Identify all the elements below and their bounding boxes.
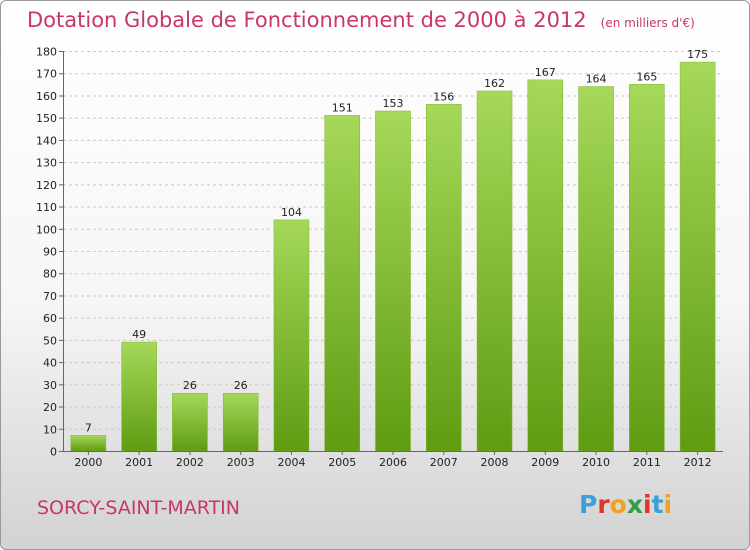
chart-title: Dotation Globale de Fonctionnement de 20… bbox=[27, 8, 695, 32]
axes: 0 10 20 30 40 50 60 70 80 90 100 110 120 130 140 150 160… bbox=[36, 46, 723, 469]
y-tick-label: 50 bbox=[43, 334, 57, 347]
bar-2010 bbox=[578, 86, 614, 452]
y-tick-label: 0 bbox=[50, 446, 57, 459]
value-label-2001: 49 bbox=[132, 328, 146, 341]
bar-2009 bbox=[527, 79, 564, 452]
bars: 7 49 26 26 104 151 153 156 162 167 164 165 175 bbox=[70, 48, 716, 452]
x-tick-label-2007: 2007 bbox=[430, 456, 458, 469]
value-label-2005: 151 bbox=[332, 101, 353, 114]
value-label-2008: 162 bbox=[484, 77, 505, 90]
y-tick-label: 20 bbox=[43, 401, 57, 414]
y-tick-label: 70 bbox=[43, 290, 57, 303]
logo-letter: t bbox=[651, 490, 664, 519]
x-tick-label-2006: 2006 bbox=[379, 456, 407, 469]
bar-2004 bbox=[273, 219, 310, 452]
y-tick-label: 90 bbox=[43, 246, 57, 259]
y-tick-label: 30 bbox=[43, 379, 57, 392]
value-label-2012: 175 bbox=[687, 48, 708, 61]
bar-2001 bbox=[121, 341, 157, 452]
bar-2011 bbox=[629, 84, 665, 452]
value-label-2010: 164 bbox=[586, 73, 607, 86]
bar-2003 bbox=[222, 392, 259, 452]
value-label-2004: 104 bbox=[281, 206, 302, 219]
value-label-2002: 26 bbox=[183, 379, 197, 392]
y-tick-label: 10 bbox=[43, 423, 57, 436]
x-tick-label-2008: 2008 bbox=[481, 456, 509, 469]
y-tick-label: 160 bbox=[36, 90, 57, 103]
x-tick-label-2001: 2001 bbox=[125, 456, 153, 469]
bar-2002 bbox=[172, 392, 208, 452]
x-tick-label-2012: 2012 bbox=[684, 456, 712, 469]
y-tick-label: 130 bbox=[36, 157, 57, 170]
y-tick-label: 80 bbox=[43, 268, 57, 281]
logo-letter: i bbox=[643, 490, 652, 519]
chart-title-text: Dotation Globale de Fonctionnement de 20… bbox=[27, 8, 587, 32]
logo-letter: i bbox=[663, 490, 673, 519]
y-tick-label: 60 bbox=[43, 312, 57, 325]
bar-2005 bbox=[324, 115, 360, 452]
y-tick-label: 140 bbox=[36, 134, 57, 147]
y-tick-label: 170 bbox=[36, 68, 57, 81]
logo-letter: x bbox=[626, 490, 643, 519]
bar-2012 bbox=[679, 61, 716, 452]
value-label-2003: 26 bbox=[234, 379, 248, 392]
x-tick-label-2011: 2011 bbox=[633, 456, 661, 469]
bar-2000 bbox=[70, 435, 107, 452]
value-label-2011: 165 bbox=[636, 70, 657, 83]
x-tick-label-2000: 2000 bbox=[74, 456, 102, 469]
x-tick-label-2010: 2010 bbox=[582, 456, 610, 469]
logo-letter: o bbox=[609, 490, 627, 519]
value-label-2006: 153 bbox=[383, 97, 404, 110]
logo-letter: r bbox=[597, 490, 610, 519]
bar-2006 bbox=[375, 110, 411, 452]
x-tick-label-2005: 2005 bbox=[328, 456, 356, 469]
place-name: SORCY-SAINT-MARTIN bbox=[37, 497, 240, 519]
y-tick-label: 150 bbox=[36, 112, 57, 125]
x-tick-label-2002: 2002 bbox=[176, 456, 204, 469]
y-tick-label: 180 bbox=[36, 46, 57, 59]
value-label-2000: 7 bbox=[85, 421, 92, 434]
bar-2007 bbox=[426, 104, 462, 452]
value-label-2009: 167 bbox=[535, 66, 556, 79]
proxiti-logo: Proxiti bbox=[579, 490, 672, 519]
logo-letter: P bbox=[579, 490, 598, 519]
chart-subtitle: (en milliers d'€) bbox=[600, 16, 695, 30]
y-tick-label: 110 bbox=[36, 201, 57, 214]
y-tick-label: 100 bbox=[36, 223, 57, 236]
y-tick-label: 120 bbox=[36, 179, 57, 192]
x-tick-label-2004: 2004 bbox=[277, 456, 305, 469]
y-tick-label: 40 bbox=[43, 357, 57, 370]
value-label-2007: 156 bbox=[433, 90, 454, 103]
x-tick-label-2003: 2003 bbox=[227, 456, 255, 469]
x-tick-label-2009: 2009 bbox=[531, 456, 559, 469]
bar-2008 bbox=[476, 90, 513, 452]
